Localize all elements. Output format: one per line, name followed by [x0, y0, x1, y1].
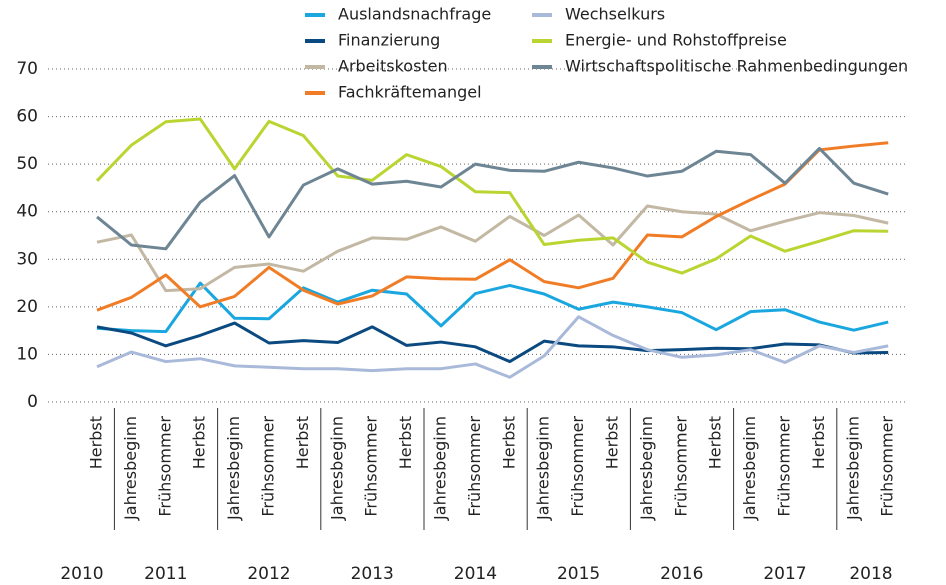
- x-tick-label: Herbst: [603, 416, 622, 469]
- y-tick-label: 30: [16, 249, 38, 269]
- x-tick-label: Jahresbeginn: [637, 416, 656, 521]
- y-tick-label: 70: [16, 59, 38, 79]
- legend-label: Wirtschaftspolitische Rahmenbedingungen: [565, 57, 908, 76]
- legend-label: Arbeitskosten: [338, 57, 448, 76]
- year-label: 2012: [247, 564, 290, 584]
- x-tick-label: Frühsommer: [878, 416, 897, 517]
- year-label: 2017: [763, 564, 806, 584]
- x-tick-label: Frühsommer: [465, 416, 484, 517]
- x-tick-label: Herbst: [809, 416, 828, 469]
- x-tick-label: Jahresbeginn: [534, 416, 553, 521]
- x-tick-label: Jahresbeginn: [121, 416, 140, 521]
- x-tick-label: Jahresbeginn: [224, 416, 243, 521]
- year-label: 2015: [557, 564, 600, 584]
- x-tick-label: Frühsommer: [155, 416, 174, 517]
- x-tick-label: Frühsommer: [568, 416, 587, 517]
- x-tick-label: Herbst: [499, 416, 518, 469]
- year-label: 2013: [351, 564, 394, 584]
- series-line: [96, 281, 889, 334]
- y-tick-label: 60: [16, 107, 38, 127]
- year-label: 2010: [60, 564, 103, 584]
- x-tick-label: Frühsommer: [775, 416, 794, 517]
- legend-label: Wechselkurs: [565, 5, 665, 24]
- series-line: [96, 321, 889, 364]
- series-line: [96, 141, 889, 312]
- x-tick-label: Herbst: [293, 416, 312, 469]
- x-tick-label: Frühsommer: [362, 416, 381, 517]
- series-line: [96, 146, 889, 251]
- year-label: 2016: [660, 564, 703, 584]
- series-line: [95, 117, 889, 275]
- x-tick-label: Herbst: [87, 416, 106, 469]
- y-tick-label: 50: [16, 154, 38, 174]
- x-tick-label: Herbst: [706, 416, 725, 469]
- legend-label: Fachkräftemangel: [338, 83, 482, 102]
- x-tick-label: Jahresbeginn: [431, 416, 450, 521]
- year-label: 2014: [454, 564, 497, 584]
- y-tick-label: 20: [16, 297, 38, 317]
- series-line: [96, 315, 889, 379]
- x-tick-label: Frühsommer: [671, 416, 690, 517]
- legend-label: Energie- und Rohstoffpreise: [565, 31, 787, 50]
- legend-label: Auslandsnachfrage: [338, 5, 491, 24]
- y-tick-label: 10: [16, 344, 38, 364]
- x-tick-label: Herbst: [396, 416, 415, 469]
- x-tick-label: Jahresbeginn: [843, 416, 862, 521]
- x-tick-label: Herbst: [190, 416, 209, 469]
- series-line: [96, 204, 889, 293]
- year-label: 2018: [849, 564, 892, 584]
- x-tick-label: Jahresbeginn: [327, 416, 346, 521]
- y-tick-label: 40: [16, 202, 38, 222]
- y-tick-label: 0: [27, 392, 38, 412]
- legend-label: Finanzierung: [338, 31, 440, 50]
- year-label: 2011: [144, 564, 187, 584]
- x-tick-label: Jahresbeginn: [740, 416, 759, 521]
- x-tick-label: Frühsommer: [259, 416, 278, 517]
